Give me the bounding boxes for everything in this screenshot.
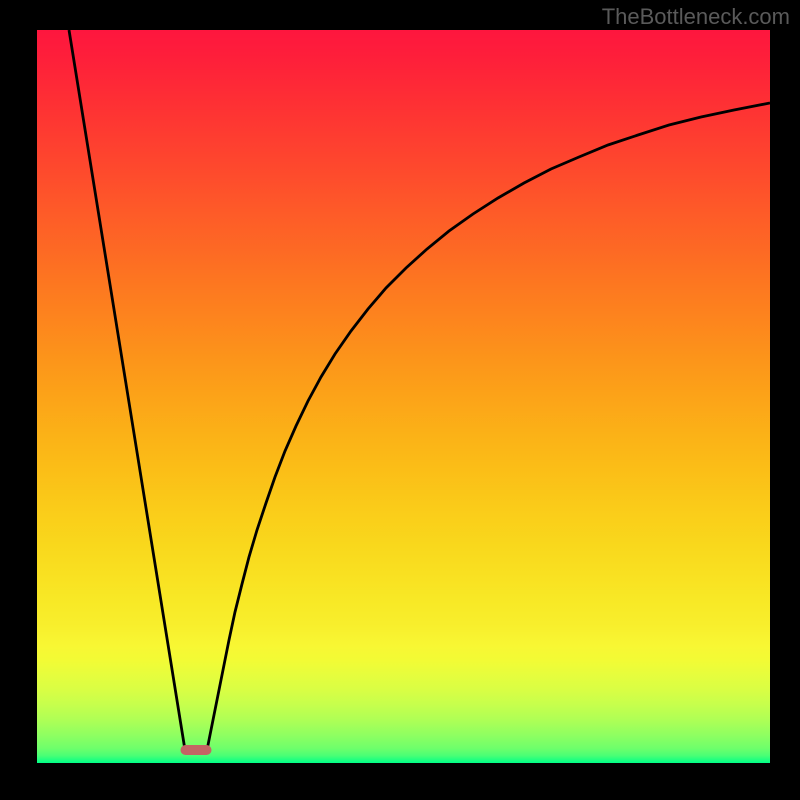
- minimum-marker: [181, 746, 211, 755]
- chart-container: TheBottleneck.com: [0, 0, 800, 800]
- plot-area: [37, 30, 770, 763]
- watermark-text: TheBottleneck.com: [602, 4, 790, 30]
- curve-right-segment: [207, 103, 770, 750]
- curve-overlay: [37, 30, 770, 763]
- curve-left-segment: [69, 30, 185, 750]
